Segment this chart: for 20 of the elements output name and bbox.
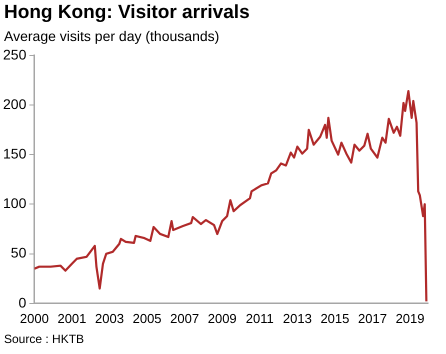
y-tick-label: 250: [3, 46, 27, 62]
x-tick-label: 2007: [170, 310, 200, 326]
x-tick-label: 2011: [246, 310, 274, 326]
y-tick-label: 150: [3, 145, 27, 162]
chart-title: Hong Kong: Visitor arrivals: [4, 2, 250, 24]
x-tick-label: 2001: [57, 310, 86, 326]
y-tick-label: 50: [10, 244, 27, 261]
y-axis-title: Average visits per day (thousands): [4, 28, 220, 44]
x-tick-label: 2000: [20, 310, 49, 326]
x-tick-label: 2009: [208, 310, 237, 326]
x-tick-label: 2019: [396, 310, 424, 326]
y-tick-label: 200: [3, 96, 27, 112]
x-tick-label: 2013: [282, 310, 312, 326]
y-tick-label: 100: [3, 195, 27, 212]
x-tick-label: 2005: [132, 310, 162, 326]
y-tick-label: 0: [18, 294, 27, 310]
x-tick-label: 2015: [320, 310, 350, 326]
x-tick-label: 2017: [358, 310, 387, 326]
source-note: Source : HKTB: [4, 332, 84, 346]
x-tick-label: 2003: [95, 310, 124, 326]
